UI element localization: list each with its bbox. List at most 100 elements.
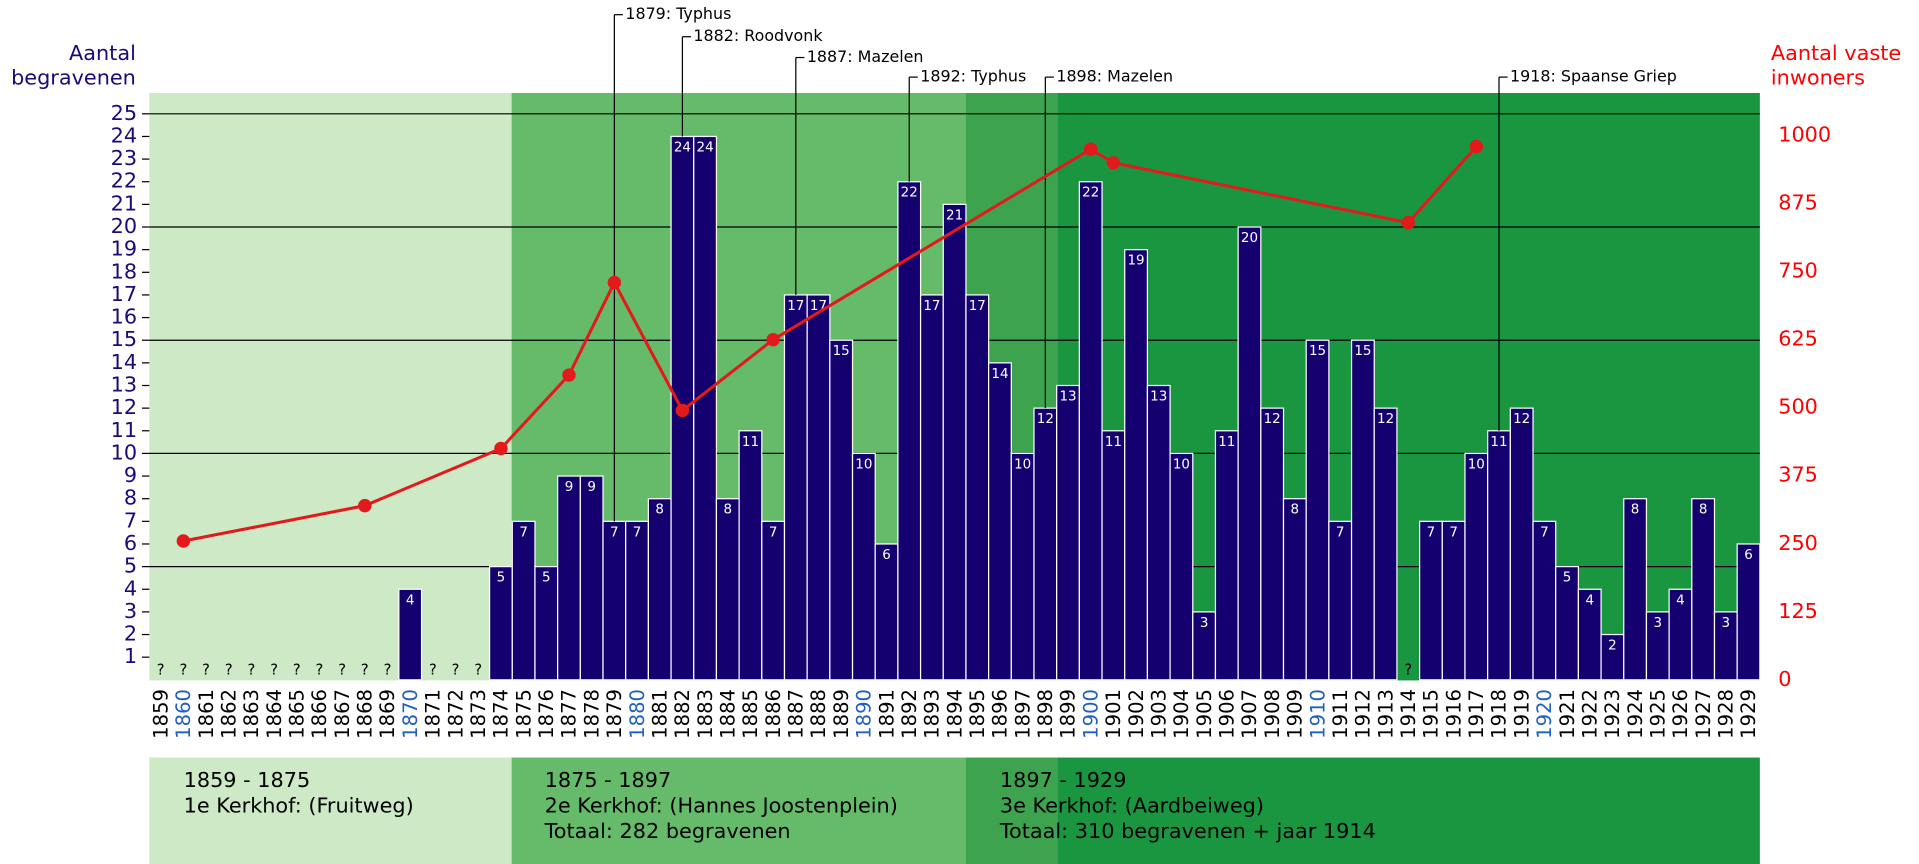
y2-tick-label: 875	[1778, 191, 1818, 215]
value-label: 7	[1336, 525, 1345, 540]
x-tick-label: 1865	[286, 689, 309, 739]
bar	[1214, 430, 1239, 681]
value-label: 3	[1200, 616, 1209, 631]
bar	[851, 452, 876, 681]
x-tick-label: 1914	[1397, 689, 1420, 739]
y-tick-label: 24	[111, 123, 137, 147]
x-tick-label: 1913	[1374, 689, 1397, 739]
period-background	[149, 93, 512, 681]
value-label: 8	[1699, 503, 1708, 518]
y-tick-label: 10	[111, 440, 137, 464]
x-tick-label: 1881	[648, 689, 671, 739]
value-label: 10	[855, 457, 872, 472]
value-label: 22	[901, 186, 918, 201]
bar	[1010, 452, 1035, 681]
bar	[1373, 407, 1398, 681]
y-tick-label: 23	[111, 146, 137, 170]
bar	[1124, 249, 1149, 681]
x-tick-label: 1929	[1737, 689, 1760, 739]
y2-tick-label: 1000	[1778, 123, 1831, 147]
y-tick-label: 6	[124, 531, 137, 555]
y-axis-label: begravenen	[11, 65, 136, 89]
x-tick-label: 1909	[1284, 689, 1307, 739]
y2-axis-label: Aantal vaste	[1771, 41, 1901, 65]
value-label: 12	[1377, 412, 1394, 427]
y2-axis-label: inwoners	[1771, 65, 1865, 89]
bar	[988, 362, 1012, 681]
x-tick-label: 1924	[1624, 689, 1647, 739]
period-text: Totaal: 282 begravenen	[544, 819, 791, 843]
value-label: 10	[1468, 457, 1485, 472]
x-tick-label: 1875	[512, 689, 535, 739]
bar	[1146, 384, 1171, 681]
x-tick-label: 1911	[1329, 689, 1352, 739]
value-label: ?	[361, 662, 369, 679]
value-label: 6	[1744, 548, 1753, 563]
bar	[647, 498, 672, 681]
value-label: 8	[1631, 503, 1640, 518]
x-tick-label: 1901	[1102, 689, 1125, 739]
bar	[1464, 452, 1489, 681]
y-tick-label: 17	[111, 282, 137, 306]
x-tick-label: 1900	[1079, 689, 1102, 739]
period-box	[149, 757, 512, 864]
value-label: ?	[248, 662, 256, 679]
x-tick-label: 1890	[853, 689, 876, 739]
value-label: ?	[452, 662, 460, 679]
value-label: 17	[787, 299, 804, 314]
y-tick-label: 2	[124, 622, 137, 646]
y-tick-label: 22	[111, 169, 137, 193]
x-tick-label: 1883	[694, 689, 717, 739]
period-box	[1057, 757, 1760, 864]
value-label: 11	[742, 435, 759, 450]
bar	[579, 475, 604, 681]
value-label: 15	[1354, 344, 1371, 359]
y2-tick-label: 500	[1778, 395, 1818, 419]
value-label: 22	[1082, 186, 1099, 201]
value-label: 4	[1676, 593, 1685, 608]
x-tick-label: 1877	[558, 689, 581, 739]
value-label: 7	[519, 525, 528, 540]
value-label: 2	[1608, 639, 1617, 654]
x-tick-label: 1916	[1442, 689, 1465, 739]
value-label: 21	[946, 208, 963, 223]
y-tick-label: 9	[124, 463, 137, 487]
value-label: 5	[542, 571, 551, 586]
value-label: 5	[1563, 571, 1572, 586]
value-label: ?	[293, 662, 301, 679]
bar	[874, 543, 899, 681]
x-tick-label: 1898	[1034, 689, 1057, 739]
x-tick-label: 1910	[1306, 689, 1329, 739]
y-tick-label: 20	[111, 214, 137, 238]
value-label: 7	[610, 525, 619, 540]
line-point	[562, 368, 576, 382]
x-tick-label: 1885	[739, 689, 762, 739]
bar	[1623, 498, 1648, 681]
value-label: 9	[587, 480, 596, 495]
bar	[557, 475, 581, 681]
value-label: 13	[1059, 390, 1076, 405]
value-label: 17	[969, 299, 986, 314]
line-point	[1083, 142, 1098, 156]
bar	[1328, 520, 1353, 681]
x-tick-label: 1868	[354, 689, 377, 739]
x-tick-label: 1870	[399, 689, 422, 739]
value-label: 4	[406, 593, 415, 608]
value-label: 6	[882, 548, 891, 563]
bar	[1419, 520, 1443, 681]
x-tick-label: 1918	[1488, 689, 1511, 739]
bar	[761, 520, 786, 681]
value-label: ?	[429, 662, 437, 679]
y-tick-label: 18	[111, 259, 137, 283]
x-tick-label: 1915	[1420, 689, 1443, 739]
x-tick-label: 1917	[1465, 689, 1488, 739]
line-point	[358, 498, 372, 513]
y-tick-label: 16	[111, 305, 137, 329]
line-point	[1106, 156, 1121, 170]
value-label: 9	[565, 480, 574, 495]
value-label: 7	[1540, 525, 1549, 540]
bar	[738, 430, 763, 681]
x-tick-label: 1861	[195, 689, 218, 739]
bar	[1260, 407, 1285, 681]
